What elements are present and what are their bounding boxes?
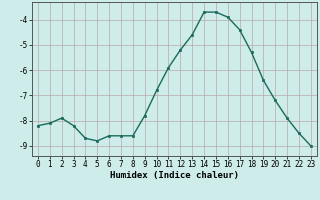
X-axis label: Humidex (Indice chaleur): Humidex (Indice chaleur) <box>110 171 239 180</box>
